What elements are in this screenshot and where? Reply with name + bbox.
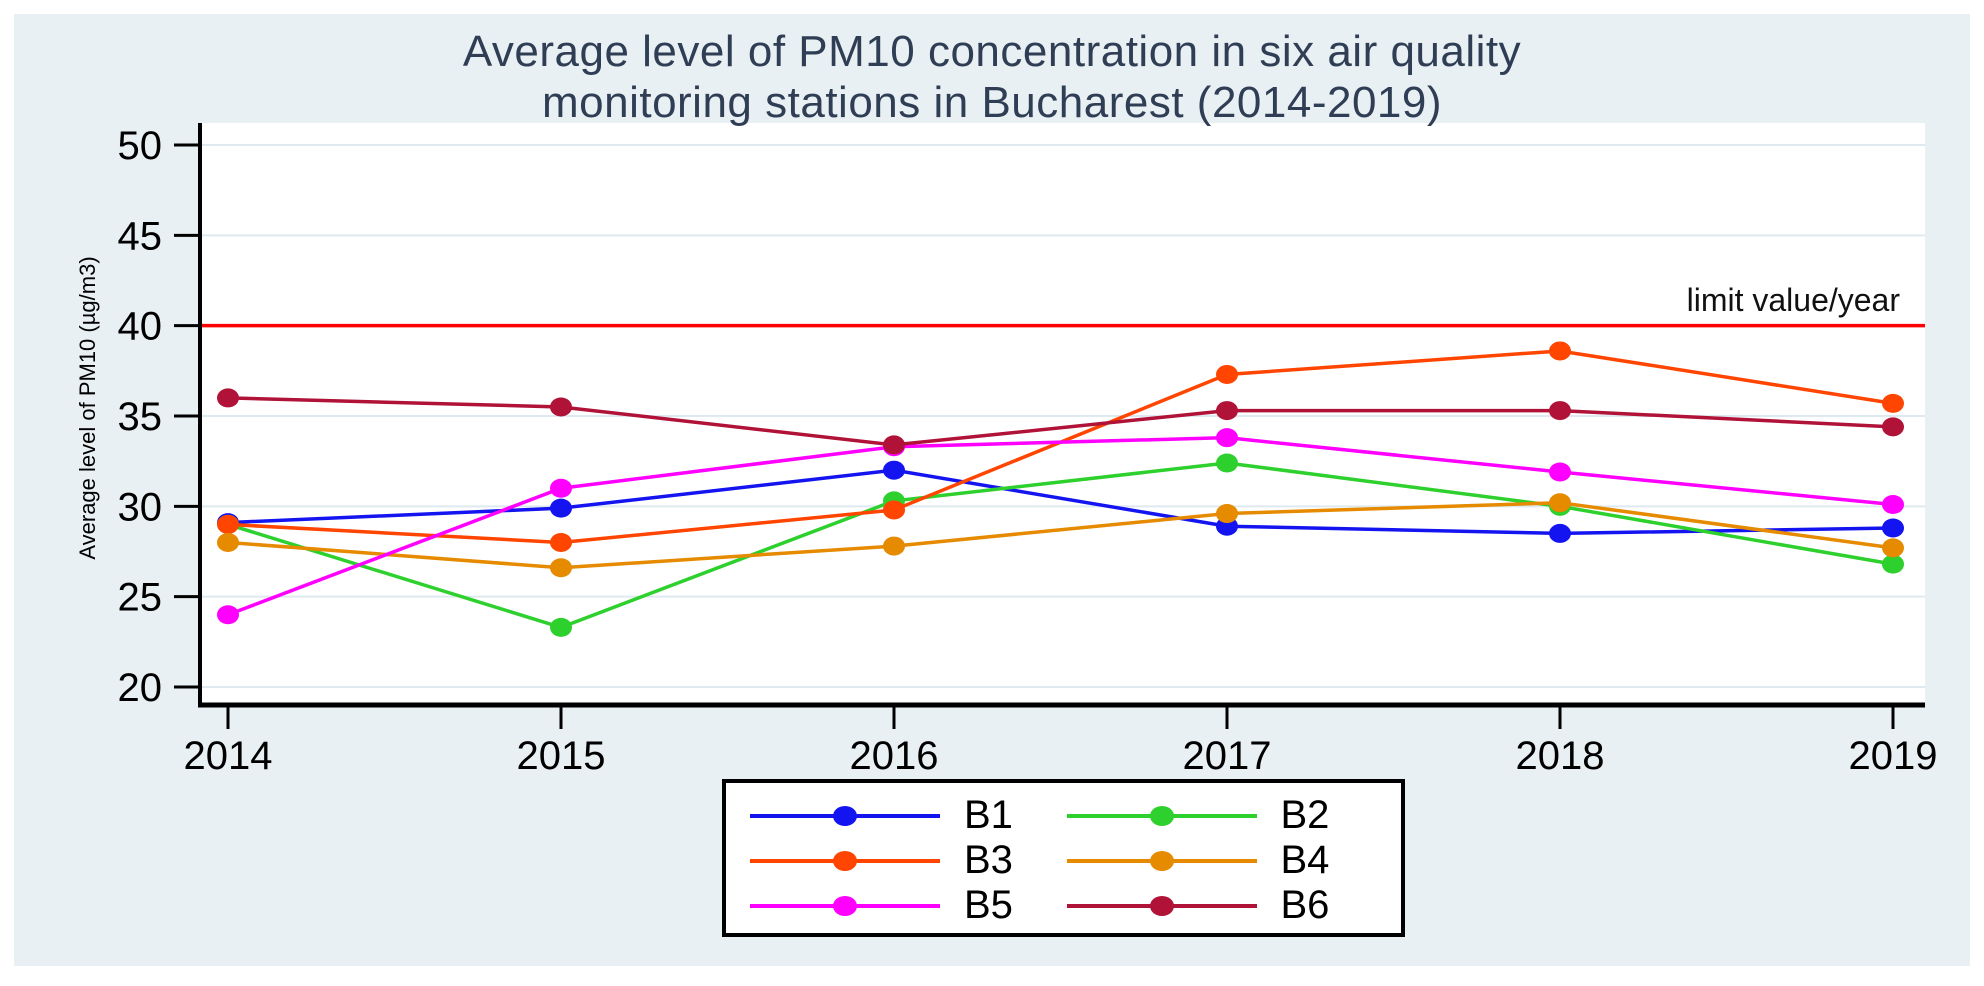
legend-item-B6: B6 [1066, 883, 1384, 928]
legend-label-B2: B2 [1280, 793, 1330, 837]
series-B6-marker [217, 388, 239, 408]
x-tick-label: 2015 [517, 734, 606, 778]
legend-marker-B3 [833, 850, 857, 871]
legend-line-B3 [750, 850, 940, 871]
y-tick-label: 20 [118, 666, 163, 710]
legend-marker-B5 [833, 895, 857, 916]
legend-box: B1 B2 B3 B4 B5 B6 [722, 779, 1405, 937]
series-B3-marker [1216, 364, 1238, 384]
series-B3-marker [1882, 393, 1904, 413]
legend-label-B5: B5 [964, 883, 1013, 927]
legend-line-B6 [1066, 895, 1257, 916]
y-tick-label: 25 [118, 576, 163, 620]
series-B5-marker [1882, 495, 1904, 515]
legend-label-B3: B3 [964, 838, 1013, 882]
plot-area [200, 123, 1925, 705]
legend-label-B6: B6 [1280, 883, 1330, 927]
x-tick-label: 2016 [850, 734, 939, 778]
limit-line-label: limit value/year [1686, 282, 1900, 318]
series-B2-line [227, 461, 1894, 630]
legend-item-B1: B1 [750, 793, 1067, 838]
y-tick-label: 50 [118, 124, 163, 168]
legend-line-B4 [1066, 850, 1257, 871]
x-tick-label: 2019 [1849, 734, 1938, 778]
series-B2-marker [550, 617, 572, 637]
series-B4-marker [1882, 538, 1904, 558]
legend-marker-B6 [1149, 895, 1174, 916]
legend-item-B2: B2 [1066, 793, 1384, 838]
series-B3-marker [883, 500, 905, 520]
y-axis-label: Average level of PM10 (µg/m3) [75, 256, 100, 560]
y-tick-label: 35 [118, 395, 163, 439]
legend-label-B1: B1 [964, 793, 1013, 837]
series-B5-line [227, 435, 1894, 617]
legend-item-B5: B5 [750, 883, 1067, 928]
series-B6-marker [1549, 401, 1571, 421]
series-B3-marker [550, 532, 572, 552]
series-B4-marker [1216, 504, 1238, 524]
series-B3-marker [217, 514, 239, 534]
series-B4-line [227, 500, 1894, 570]
series-B6-marker [1882, 417, 1904, 437]
series-B1-marker [883, 460, 905, 480]
chart-title-line1: Average level of PM10 concentration in s… [462, 27, 1522, 76]
series-B5-marker [550, 478, 572, 498]
legend-line-B2 [1066, 805, 1257, 826]
series-B6-marker [883, 435, 905, 455]
series-B2-marker [1216, 453, 1238, 473]
series-B5-marker [217, 605, 239, 625]
legend-line-B5 [750, 895, 940, 916]
series-B4-marker [217, 532, 239, 552]
legend-marker-B2 [1149, 805, 1174, 826]
series-B1-marker [1882, 518, 1904, 538]
x-tick-label: 2014 [184, 734, 273, 778]
chart-title: Average level of PM10 concentration in s… [0, 26, 1984, 128]
legend-label-B4: B4 [1280, 838, 1330, 882]
series-B1-marker [550, 498, 572, 518]
legend-line-B1 [750, 805, 940, 826]
series-B2-marker [1882, 554, 1904, 574]
legend-marker-B4 [1149, 850, 1174, 871]
series-B3-marker [1549, 341, 1571, 361]
series-B5-marker [1216, 428, 1238, 448]
legend-marker-B1 [833, 805, 857, 826]
y-tick-label: 30 [118, 485, 163, 529]
legend-item-B3: B3 [750, 838, 1067, 883]
series-B6-line [227, 396, 1894, 447]
series-B5-marker [1549, 462, 1571, 482]
x-tick-label: 2018 [1516, 734, 1605, 778]
series-B4-marker [550, 558, 572, 578]
series-B1-marker [1549, 523, 1571, 543]
y-tick-label: 40 [118, 305, 163, 349]
series-B6-marker [1216, 401, 1238, 421]
legend-item-B4: B4 [1066, 838, 1384, 883]
series-B4-marker [883, 536, 905, 556]
chart-title-line2: monitoring stations in Bucharest (2014-2… [541, 78, 1443, 128]
y-tick-label: 45 [118, 214, 163, 258]
x-tick-label: 2017 [1183, 734, 1272, 778]
series-B4-marker [1549, 493, 1571, 513]
series-B6-marker [550, 397, 572, 417]
